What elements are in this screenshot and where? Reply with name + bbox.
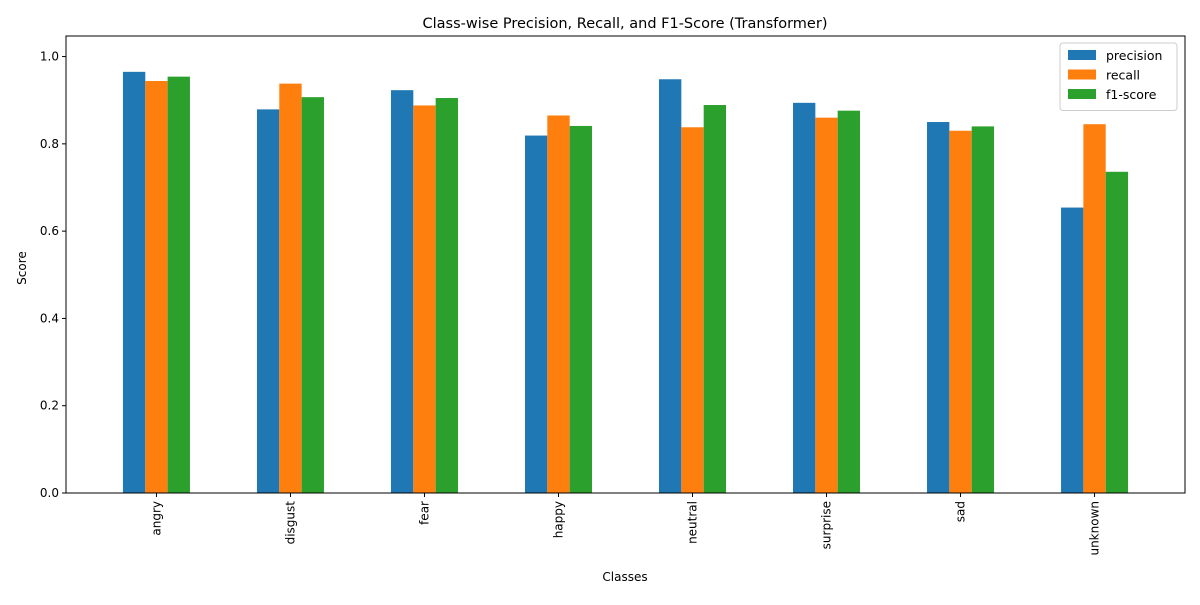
bar-f1-score-happy xyxy=(569,125,592,494)
legend-label-recall: recall xyxy=(1106,68,1140,83)
bar-recall-fear xyxy=(413,105,436,494)
chart-title: Class-wise Precision, Recall, and F1-Sco… xyxy=(423,16,828,32)
bar-f1-score-unknown xyxy=(1105,171,1129,493)
bar-recall-angry xyxy=(145,81,168,493)
y-tick-label: 0.4 xyxy=(40,311,59,325)
x-tick-label-sad: sad xyxy=(954,501,968,522)
bar-precision-disgust xyxy=(256,109,280,494)
bar-f1-score-neutral xyxy=(703,105,727,494)
bar-precision-surprise xyxy=(793,102,816,493)
y-tick-label: 0.2 xyxy=(40,399,59,413)
legend-swatch-f1-score xyxy=(1068,89,1096,99)
bar-precision-sad xyxy=(927,122,950,494)
bar-f1-score-disgust xyxy=(301,97,324,494)
bar-recall-happy xyxy=(547,115,570,493)
legend-label-precision: precision xyxy=(1106,48,1162,63)
bar-recall-surprise xyxy=(815,117,838,494)
bar-precision-happy xyxy=(524,135,548,493)
y-tick-label: 0.8 xyxy=(40,137,59,151)
bar-f1-score-fear xyxy=(435,98,458,494)
plot-frame xyxy=(65,35,1186,494)
x-tick-label-happy: happy xyxy=(551,501,565,538)
bar-precision-fear xyxy=(390,90,414,493)
bar-precision-unknown xyxy=(1061,207,1084,493)
bar-precision-angry xyxy=(122,71,146,494)
x-tick-label-neutral: neutral xyxy=(686,501,700,544)
y-tick-label: 0.6 xyxy=(40,224,59,238)
bar-precision-neutral xyxy=(659,79,682,494)
bar-recall-sad xyxy=(949,130,972,493)
x-tick-label-fear: fear xyxy=(417,501,431,525)
y-tick-label: 0.0 xyxy=(40,486,59,500)
x-tick-label-unknown: unknown xyxy=(1088,501,1102,556)
legend: precision recall f1-score xyxy=(1059,42,1178,111)
x-axis-ticks: angry disgust fear happy neutral surprise sad u… xyxy=(149,493,1102,556)
y-axis-ticks: 0.0 0.2 0.4 0.6 0.8 1.0 xyxy=(40,50,66,500)
bars xyxy=(122,71,1129,494)
x-tick-label-angry: angry xyxy=(149,501,163,536)
legend-swatch-recall xyxy=(1068,69,1096,80)
legend-label-f1-score: f1-score xyxy=(1106,87,1157,102)
x-axis-title: Classes xyxy=(602,570,647,584)
legend-swatch-precision xyxy=(1068,50,1096,60)
bar-recall-unknown xyxy=(1083,124,1106,493)
bar-f1-score-angry xyxy=(167,76,190,494)
y-tick-label: 1.0 xyxy=(40,50,59,64)
bar-recall-neutral xyxy=(681,127,704,494)
x-tick-label-surprise: surprise xyxy=(820,501,834,549)
bar-f1-score-surprise xyxy=(837,110,861,494)
bar-recall-disgust xyxy=(279,83,302,494)
x-tick-label-disgust: disgust xyxy=(283,501,297,545)
bar-f1-score-sad xyxy=(971,126,995,494)
y-axis-title: Score xyxy=(15,251,29,285)
